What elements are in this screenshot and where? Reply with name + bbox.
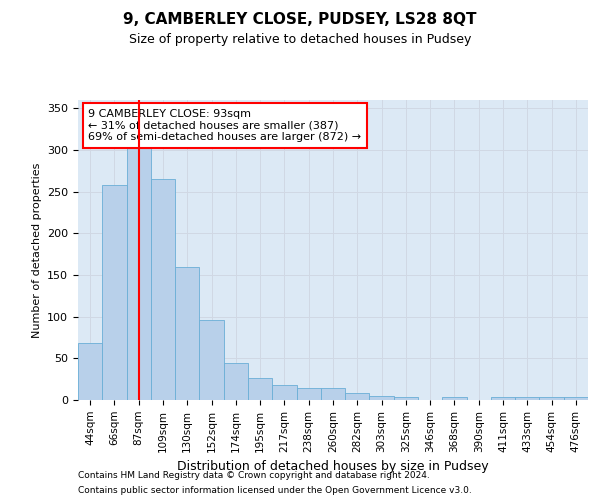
Bar [321, 388, 345, 400]
Text: Size of property relative to detached houses in Pudsey: Size of property relative to detached ho… [129, 32, 471, 46]
X-axis label: Distribution of detached houses by size in Pudsey: Distribution of detached houses by size … [177, 460, 489, 473]
Bar [491, 396, 515, 400]
Bar [296, 388, 321, 400]
Bar [442, 396, 467, 400]
Bar [78, 344, 102, 400]
Bar [539, 396, 564, 400]
Text: Contains public sector information licensed under the Open Government Licence v3: Contains public sector information licen… [78, 486, 472, 495]
Text: Contains HM Land Registry data © Crown copyright and database right 2024.: Contains HM Land Registry data © Crown c… [78, 471, 430, 480]
Text: 9 CAMBERLEY CLOSE: 93sqm
← 31% of detached houses are smaller (387)
69% of semi-: 9 CAMBERLEY CLOSE: 93sqm ← 31% of detach… [88, 109, 361, 142]
Bar [102, 185, 127, 400]
Bar [394, 396, 418, 400]
Bar [370, 396, 394, 400]
Bar [175, 266, 199, 400]
Bar [515, 396, 539, 400]
Text: 9, CAMBERLEY CLOSE, PUDSEY, LS28 8QT: 9, CAMBERLEY CLOSE, PUDSEY, LS28 8QT [123, 12, 477, 28]
Bar [564, 396, 588, 400]
Bar [248, 378, 272, 400]
Bar [224, 364, 248, 400]
Bar [272, 385, 296, 400]
Bar [151, 179, 175, 400]
Bar [127, 125, 151, 400]
Bar [199, 320, 224, 400]
Bar [345, 394, 370, 400]
Y-axis label: Number of detached properties: Number of detached properties [32, 162, 41, 338]
